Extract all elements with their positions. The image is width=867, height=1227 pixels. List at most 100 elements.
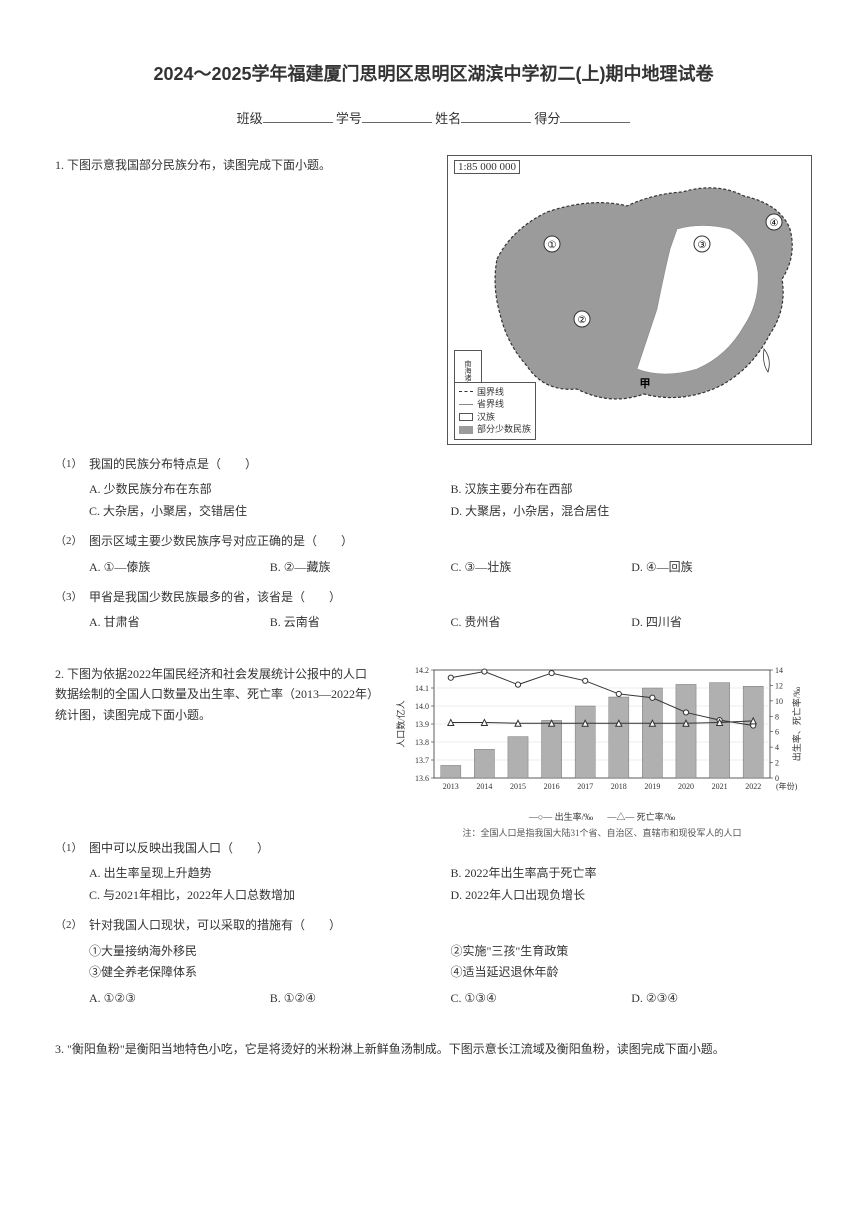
page-title: 2024～2025学年福建厦门思明区思明区湖滨中学初二(上)期中地理试卷 <box>55 60 812 86</box>
q1-sub3-stem: 甲省是我国少数民族最多的省，该省是（ ） <box>89 588 812 607</box>
legend-birth: 出生率/‰ <box>555 812 594 822</box>
marker-4-label: ④ <box>770 218 779 229</box>
q1-sub3-num: （3） <box>55 588 83 604</box>
q2-sub1: （1） 图中可以反映出我国人口（ ） A. 出生率呈现上升趋势 B. 2022年… <box>55 839 812 906</box>
choice[interactable]: B. 汉族主要分布在西部 <box>451 479 813 501</box>
svg-text:2020: 2020 <box>678 782 694 791</box>
q2-sub2-num: （2） <box>55 916 83 932</box>
question-1: 1. 下图示意我国部分民族分布，读图完成下面小题。 1:85 000 000 ①… <box>55 155 812 634</box>
china-map: 1:85 000 000 ① ② ③ ④ 甲 南海诸岛 <box>447 155 812 445</box>
q2-sub2-stem: 针对我国人口现状，可以采取的措施有（ ） <box>89 916 812 935</box>
q2-sub1-choices: A. 出生率呈现上升趋势 B. 2022年出生率高于死亡率 C. 与2021年相… <box>89 863 812 906</box>
choice[interactable]: A. 出生率呈现上升趋势 <box>89 863 451 885</box>
svg-text:4: 4 <box>775 743 779 752</box>
choice[interactable]: B. ①②④ <box>270 988 451 1010</box>
svg-text:13.9: 13.9 <box>415 720 429 729</box>
choice[interactable]: C. ①③④ <box>451 988 632 1010</box>
class-label: 班级 <box>237 111 263 126</box>
choice[interactable]: A. ①②③ <box>89 988 270 1010</box>
choice[interactable]: C. 大杂居，小聚居，交错居住 <box>89 501 451 523</box>
measure-item: ③健全养老保障体系 <box>89 962 451 984</box>
class-blank[interactable] <box>263 109 333 123</box>
q2-stem-text: 下图为依据2022年国民经济和社会发展统计公报中的人口数据绘制的全国人口数量及出… <box>55 667 373 722</box>
svg-text:13.7: 13.7 <box>415 756 429 765</box>
q1-sub1: （1） 我国的民族分布特点是（ ） A. 少数民族分布在东部 B. 汉族主要分布… <box>55 455 812 522</box>
q3-number: 3. <box>55 1042 64 1056</box>
svg-text:2016: 2016 <box>544 782 560 791</box>
q1-sub3-choices: A. 甘肃省 B. 云南省 C. 贵州省 D. 四川省 <box>89 612 812 634</box>
q2-number: 2. <box>55 667 64 681</box>
marker-3-label: ③ <box>698 240 707 251</box>
choice[interactable]: D. ②③④ <box>631 988 812 1010</box>
measure-item: ④适当延迟退休年龄 <box>451 962 813 984</box>
q1-number: 1. <box>55 158 64 172</box>
q1-sub2: （2） 图示区域主要少数民族序号对应正确的是（ ） A. ①—傣族 B. ②—藏… <box>55 532 812 578</box>
q2-sub2-measures: ①大量接纳海外移民 ②实施"三孩"生育政策 ③健全养老保障体系 ④适当延迟退休年… <box>89 941 812 984</box>
q2-sub2-choices: A. ①②③ B. ①②④ C. ①③④ D. ②③④ <box>89 988 812 1010</box>
legend-province-border-icon <box>459 404 473 405</box>
svg-text:6: 6 <box>775 728 779 737</box>
svg-text:8: 8 <box>775 712 779 721</box>
svg-text:12: 12 <box>775 681 783 690</box>
svg-text:10: 10 <box>775 697 783 706</box>
svg-text:2019: 2019 <box>644 782 660 791</box>
q1-sub2-choices: A. ①—傣族 B. ②—藏族 C. ③—壮族 D. ④—回族 <box>89 557 812 579</box>
choice[interactable]: A. 甘肃省 <box>89 612 270 634</box>
svg-text:2: 2 <box>775 759 779 768</box>
svg-text:14.2: 14.2 <box>415 666 429 675</box>
legend-minority-swatch <box>459 426 473 434</box>
svg-text:13.6: 13.6 <box>415 774 429 783</box>
q2-sub2: （2） 针对我国人口现状，可以采取的措施有（ ） ①大量接纳海外移民 ②实施"三… <box>55 916 812 1009</box>
svg-text:14: 14 <box>775 666 783 675</box>
legend-han: 汉族 <box>477 411 495 424</box>
svg-text:2013: 2013 <box>443 782 459 791</box>
marker-jia: 甲 <box>640 377 651 390</box>
choice[interactable]: C. 贵州省 <box>451 612 632 634</box>
svg-text:出生率、死亡率/‰: 出生率、死亡率/‰ <box>791 687 802 762</box>
question-3: 3. "衡阳鱼粉"是衡阳当地特色小吃，它是将烫好的米粉淋上新鲜鱼汤制成。下图示意… <box>55 1039 812 1059</box>
q1-sub2-num: （2） <box>55 532 83 548</box>
legend-province-border: 省界线 <box>477 398 504 411</box>
legend-death: 死亡率/‰ <box>637 812 676 822</box>
q1-stem: 1. 下图示意我国部分民族分布，读图完成下面小题。 <box>55 155 431 175</box>
id-label: 学号 <box>336 111 362 126</box>
svg-text:2017: 2017 <box>577 782 593 791</box>
q2-sub1-stem: 图中可以反映出我国人口（ ） <box>89 839 812 858</box>
q1-sub1-num: （1） <box>55 455 83 471</box>
map-scale: 1:85 000 000 <box>454 160 520 174</box>
svg-text:2014: 2014 <box>476 782 492 791</box>
choice[interactable]: B. 云南省 <box>270 612 451 634</box>
choice[interactable]: C. 与2021年相比，2022年人口总数增加 <box>89 885 451 907</box>
svg-text:2018: 2018 <box>611 782 627 791</box>
id-blank[interactable] <box>362 109 432 123</box>
svg-text:(年份): (年份) <box>776 781 798 791</box>
q3-stem-text: "衡阳鱼粉"是衡阳当地特色小吃，它是将烫好的米粉淋上新鲜鱼汤制成。下图示意长江流… <box>67 1042 725 1056</box>
choice[interactable]: A. 少数民族分布在东部 <box>89 479 451 501</box>
choice[interactable]: D. 2022年人口出现负增长 <box>451 885 813 907</box>
population-chart: 13.613.713.813.914.014.114.202468101214人… <box>392 664 812 829</box>
svg-text:14.0: 14.0 <box>415 702 429 711</box>
svg-text:14.1: 14.1 <box>415 684 429 693</box>
header-fields: 班级 学号 姓名 得分 <box>55 108 812 127</box>
q2-sub1-num: （1） <box>55 839 83 855</box>
choice[interactable]: D. 大聚居，小杂居，混合居住 <box>451 501 813 523</box>
choice[interactable]: C. ③—壮族 <box>451 557 632 579</box>
choice[interactable]: D. ④—回族 <box>631 557 812 579</box>
q1-stem-text: 下图示意我国部分民族分布，读图完成下面小题。 <box>67 158 331 172</box>
choice[interactable]: A. ①—傣族 <box>89 557 270 579</box>
svg-text:2022: 2022 <box>745 782 761 791</box>
svg-text:13.8: 13.8 <box>415 738 429 747</box>
legend-national-border-icon <box>459 391 473 392</box>
score-label: 得分 <box>534 111 560 126</box>
name-blank[interactable] <box>461 109 531 123</box>
population-chart-svg: 13.613.713.813.914.014.114.202468101214人… <box>392 664 812 804</box>
choice[interactable]: B. 2022年出生率高于死亡率 <box>451 863 813 885</box>
q1-sub1-stem: 我国的民族分布特点是（ ） <box>89 455 812 474</box>
score-blank[interactable] <box>560 109 630 123</box>
legend-han-swatch <box>459 413 473 421</box>
choice[interactable]: D. 四川省 <box>631 612 812 634</box>
map-legend: 国界线 省界线 汉族 部分少数民族 <box>454 382 536 440</box>
svg-text:人口数/亿人: 人口数/亿人 <box>395 700 406 748</box>
choice[interactable]: B. ②—藏族 <box>270 557 451 579</box>
marker-2-label: ② <box>578 315 587 326</box>
